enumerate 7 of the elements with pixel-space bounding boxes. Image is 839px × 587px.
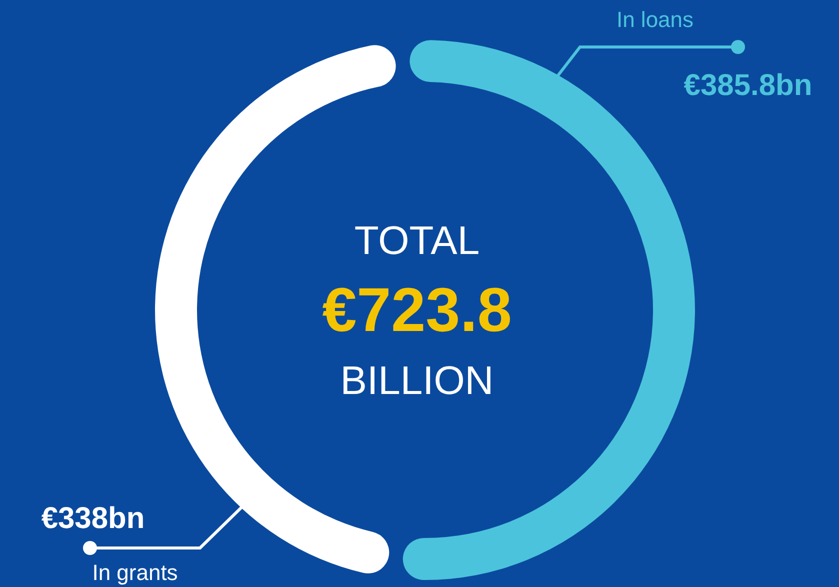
data-label: €385.8bn	[684, 69, 812, 102]
text: TOTAL	[354, 219, 480, 263]
legend-label: In grants	[92, 560, 178, 585]
slice-label: In loans	[616, 7, 694, 32]
text: BILLION	[340, 359, 494, 403]
data-label: €338bn	[41, 502, 145, 535]
text: €723.8	[322, 276, 512, 345]
